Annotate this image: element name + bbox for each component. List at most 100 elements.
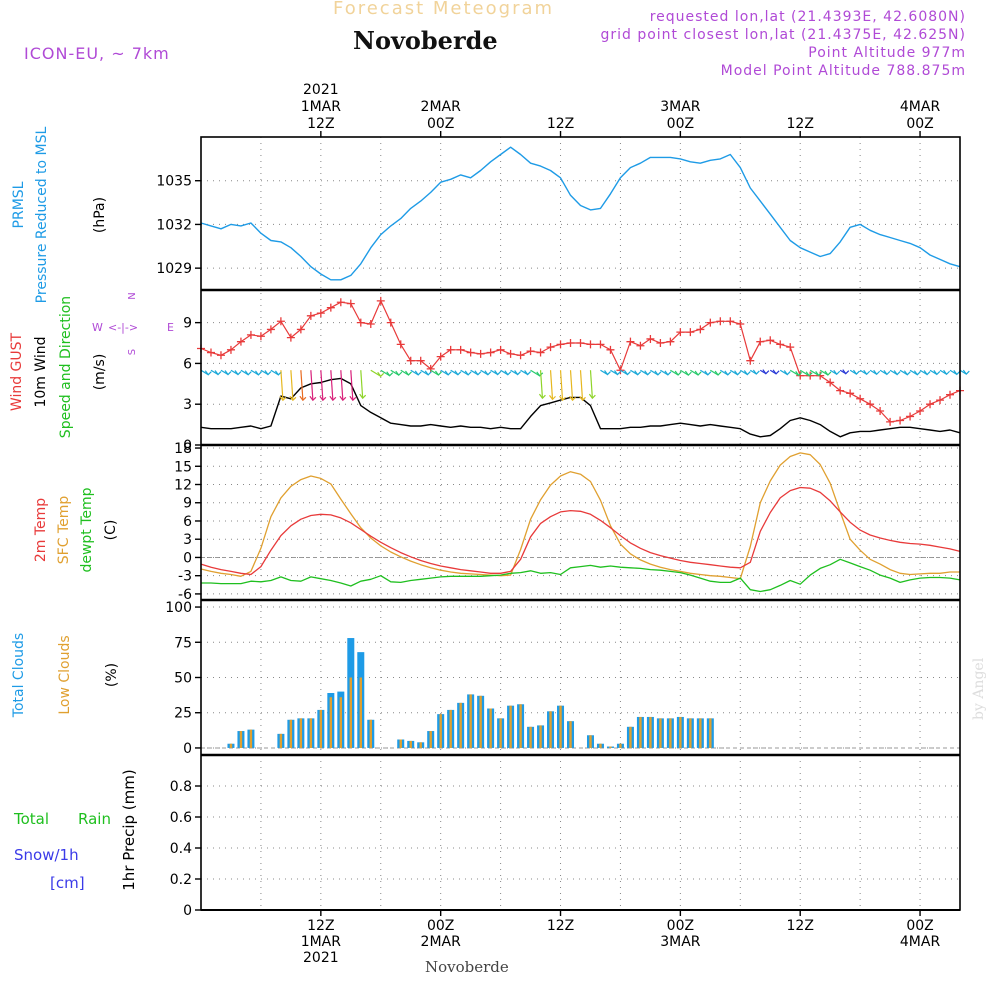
gust-marker xyxy=(946,390,955,399)
wind-arrow-head xyxy=(943,369,951,376)
wind-arrow-head xyxy=(674,370,682,376)
gust-marker xyxy=(856,394,865,403)
compass-w: W xyxy=(92,321,103,334)
gust-marker xyxy=(806,371,815,380)
compass-n: N xyxy=(127,292,138,299)
model-label: ICON-EU, ~ 7km xyxy=(24,44,170,63)
compass-s: S xyxy=(127,349,138,355)
wind-arrow-head xyxy=(664,370,672,376)
wind-arrow-head xyxy=(694,370,702,376)
gust-marker xyxy=(616,366,625,375)
wind-arrow xyxy=(589,370,593,399)
y-tick-label: 18 xyxy=(174,441,192,457)
chart-title: Forecast Meteogram xyxy=(333,0,555,19)
wind-arrow-head xyxy=(734,370,742,376)
gust-marker xyxy=(786,343,795,352)
low-cloud-bar xyxy=(659,718,662,748)
wind-arrow xyxy=(350,370,354,401)
wind-arrow xyxy=(809,369,819,376)
wind-arrow-head xyxy=(933,370,941,376)
low-cloud-bar xyxy=(249,729,253,748)
low-cloud-bar xyxy=(599,743,602,748)
x-tick-label-bottom: 12Z xyxy=(787,918,814,934)
gust-marker xyxy=(876,407,885,416)
gust-marker xyxy=(366,319,375,328)
low-cloud-bar xyxy=(449,709,452,748)
low-cloud-bar xyxy=(509,705,512,748)
gust-marker xyxy=(506,349,515,358)
wind-arrow-head xyxy=(614,370,621,376)
wind-arrow-head xyxy=(953,370,961,376)
low-cloud-bar xyxy=(439,714,442,748)
x-tick-label-bottom: 00Z xyxy=(906,918,933,934)
gust-marker xyxy=(866,400,875,409)
y-tick-label: -3 xyxy=(178,569,192,585)
y-tick-label: 0.8 xyxy=(170,779,192,795)
panel-labels: PRMSL Pressure Reduced to MSL (hPa) Wind GU… xyxy=(9,126,174,892)
gust-marker xyxy=(416,356,425,365)
wind-arrow-head xyxy=(824,370,832,376)
wind-arrow-head xyxy=(805,371,813,377)
gust-marker xyxy=(626,337,635,346)
wind-arrow-head xyxy=(962,369,970,376)
wind-arrow xyxy=(380,369,391,377)
x-tick-label-bottom: 00Z xyxy=(427,918,454,934)
gust-marker xyxy=(656,339,665,348)
gust-marker xyxy=(916,407,925,416)
wind-arrow xyxy=(579,370,584,401)
wind-arrow-head xyxy=(795,371,803,377)
low-cloud-bar xyxy=(559,705,562,748)
wind-arrow xyxy=(320,370,324,401)
wind-arrow-head xyxy=(386,371,394,377)
wind-arrow-head xyxy=(923,370,931,376)
wind-arrow xyxy=(330,370,334,401)
wind-arrow-head xyxy=(274,370,282,376)
wind-arrow xyxy=(280,370,284,401)
gust-marker xyxy=(536,348,545,357)
low-cloud-bar xyxy=(399,739,402,748)
low-cloud-bar xyxy=(689,718,692,748)
wind-arrow-head xyxy=(772,369,780,375)
x-tick-label-bottom: 00Z xyxy=(667,918,694,934)
low-cloud-bar xyxy=(409,740,412,748)
model-altitude: Model Point Altitude 788.875m xyxy=(720,63,966,79)
wind-arrow xyxy=(539,370,544,399)
wind-arrow-head xyxy=(842,369,850,375)
gust-marker xyxy=(676,328,685,337)
low-cloud-bar xyxy=(529,726,532,748)
gust-marker xyxy=(636,341,645,350)
wind-arrow-head xyxy=(852,369,860,376)
series-markers xyxy=(197,296,970,426)
pressure-line xyxy=(200,146,961,281)
gust-marker xyxy=(456,345,465,354)
low-cloud-bar xyxy=(549,711,552,748)
low-cloud-bar xyxy=(419,742,422,748)
panel-frames xyxy=(195,131,961,916)
wind-arrow-head xyxy=(536,371,544,377)
wind-arrow xyxy=(799,369,810,377)
gust-marker xyxy=(436,352,445,361)
wind-arrow xyxy=(569,370,574,401)
x-tick-label-top: 00Z xyxy=(906,116,933,132)
gust-marker xyxy=(466,348,475,357)
gust-marker xyxy=(926,400,935,409)
low-cloud-bar xyxy=(289,719,293,748)
wind-arrow xyxy=(310,370,314,401)
label-low-clouds: Low Clouds xyxy=(57,635,73,714)
y-tick-label: 9 xyxy=(183,316,192,332)
y-tick-label: 75 xyxy=(174,635,192,651)
wind-arrow-head xyxy=(329,395,337,402)
wind-arrow-head xyxy=(214,370,222,376)
gust-marker xyxy=(816,371,825,380)
label-pressure-msl: Pressure Reduced to MSL xyxy=(34,126,50,303)
y-tick-label: 3 xyxy=(183,397,192,413)
y-tick-label: -6 xyxy=(178,587,192,603)
low-cloud-bar xyxy=(309,718,313,748)
point-altitude: Point Altitude 977m xyxy=(808,45,966,61)
gust-marker xyxy=(386,318,395,327)
y-tick-label: 1029 xyxy=(156,261,192,277)
gust-marker xyxy=(646,334,655,343)
label-total-clouds: Total Clouds xyxy=(11,633,27,718)
wind-arrow-head xyxy=(704,370,712,376)
wind-arrow-head xyxy=(377,371,385,378)
